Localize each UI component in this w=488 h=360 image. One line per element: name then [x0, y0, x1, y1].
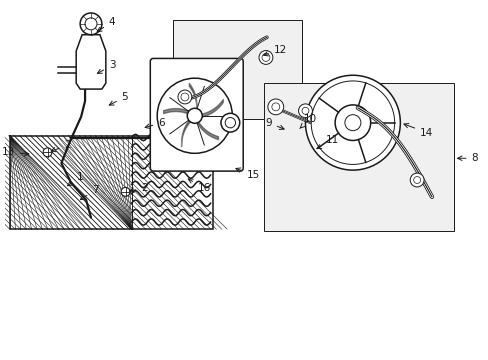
Text: 4: 4 — [97, 17, 115, 32]
Circle shape — [409, 173, 423, 187]
Circle shape — [157, 78, 232, 153]
Polygon shape — [76, 35, 105, 89]
Text: 16: 16 — [188, 179, 210, 193]
Circle shape — [267, 99, 283, 115]
Text: 14: 14 — [403, 123, 432, 138]
Text: 9: 9 — [264, 118, 284, 130]
Circle shape — [221, 113, 239, 132]
Text: 7: 7 — [80, 185, 99, 200]
Circle shape — [225, 117, 235, 128]
Circle shape — [302, 107, 308, 114]
Text: 1: 1 — [67, 172, 83, 186]
Bar — [173, 20, 301, 119]
Text: 11: 11 — [316, 135, 339, 149]
Circle shape — [271, 103, 279, 111]
Circle shape — [187, 108, 202, 123]
Text: 5: 5 — [109, 92, 128, 105]
Text: 12: 12 — [263, 45, 286, 56]
Circle shape — [305, 75, 400, 170]
Circle shape — [413, 176, 420, 184]
Circle shape — [181, 93, 188, 101]
Circle shape — [259, 50, 272, 64]
Circle shape — [178, 90, 191, 104]
FancyBboxPatch shape — [150, 58, 243, 171]
Text: 8: 8 — [457, 153, 477, 163]
Circle shape — [85, 18, 97, 30]
Text: 10: 10 — [299, 114, 316, 129]
Bar — [10, 135, 212, 229]
Text: 2: 2 — [129, 183, 148, 193]
Circle shape — [262, 54, 269, 62]
Circle shape — [298, 104, 312, 118]
Text: 15: 15 — [236, 168, 260, 180]
Circle shape — [344, 115, 360, 131]
Circle shape — [310, 81, 394, 165]
Text: 6: 6 — [145, 118, 164, 129]
Circle shape — [121, 188, 130, 196]
Text: 3: 3 — [97, 60, 115, 73]
Bar — [10, 135, 131, 229]
Text: 13: 13 — [1, 147, 29, 157]
Bar — [264, 83, 453, 231]
Circle shape — [80, 13, 102, 35]
Circle shape — [334, 105, 370, 140]
Circle shape — [43, 148, 52, 157]
Text: 2: 2 — [51, 140, 71, 152]
